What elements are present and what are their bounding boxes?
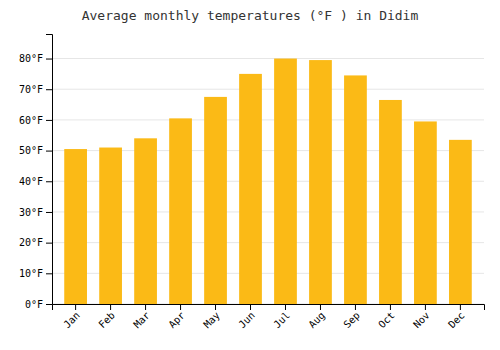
x-tick: Sep (341, 304, 362, 330)
x-tick-mark (355, 304, 356, 310)
bar (204, 97, 227, 304)
bar (169, 118, 192, 304)
y-tick-mark (46, 212, 52, 213)
x-tick-mark (390, 304, 391, 310)
x-tick: May (201, 304, 222, 330)
bar (309, 60, 332, 304)
bar (64, 149, 87, 304)
x-tick-label: Jun (236, 310, 257, 331)
x-tick: Aug (306, 304, 327, 330)
bar (344, 75, 367, 304)
grid-line (52, 89, 484, 90)
x-tick: Jul (271, 304, 292, 330)
y-tick-mark (46, 304, 52, 305)
x-tick: Dec (446, 304, 467, 330)
x-tick-mark (460, 304, 461, 310)
bar (379, 100, 402, 304)
x-tick-mark (250, 304, 251, 310)
x-tick-label: Dec (446, 310, 467, 331)
x-tick-label: Jul (271, 310, 292, 331)
bars (64, 59, 472, 304)
y-tick-mark (46, 273, 52, 274)
y-tick-mark (46, 181, 52, 182)
x-tick-label: Jan (61, 310, 82, 331)
y-tick-label: 30°F (19, 207, 43, 218)
bar (239, 74, 262, 304)
y-tick-mark (46, 151, 52, 152)
grid-line (52, 119, 484, 120)
x-tick: Jun (236, 304, 257, 330)
bar (414, 121, 437, 304)
x-tick-label: Mar (131, 310, 152, 331)
y-tick-label: 20°F (19, 237, 43, 248)
x-tick: Feb (96, 304, 117, 330)
x-tick-label: Aug (306, 310, 327, 331)
bar (99, 148, 122, 304)
x-tick-label: Oct (376, 310, 397, 331)
x-tick-mark (285, 304, 286, 310)
y-tick: 40°F (19, 176, 52, 187)
x-tick: Oct (376, 304, 397, 330)
x-axis: Jan Feb Mar Apr May Jun Jul Aug Sep Oct Nov Dec (53, 304, 485, 330)
x-tick-label: May (201, 310, 222, 331)
y-tick-label: 70°F (19, 84, 43, 95)
y-tick-mark (46, 120, 52, 121)
y-tick-label: 0°F (25, 299, 43, 310)
x-tick-label: Nov (411, 310, 432, 331)
y-tick-label: 50°F (19, 145, 43, 156)
grid (52, 59, 484, 304)
y-tick: 70°F (19, 84, 52, 95)
x-tick-mark (110, 304, 111, 310)
y-tick: 80°F (19, 53, 52, 64)
chart-svg: Average monthly temperatures (°F ) in Di… (0, 0, 500, 350)
y-axis: 0°F 10°F 20°F 30°F 40°F 50°F 60°F 70°F 80°F (19, 35, 53, 310)
y-tick-mark (46, 89, 52, 90)
x-tick-mark (145, 304, 146, 310)
x-tick-mark (425, 304, 426, 310)
plot: 0°F 10°F 20°F 30°F 40°F 50°F 60°F 70°F 80°F Jan Fe… (19, 35, 485, 331)
y-tick-mark (46, 243, 52, 244)
y-tick-label: 40°F (19, 176, 43, 187)
y-tick: 20°F (19, 237, 52, 248)
y-tick: 0°F (25, 299, 52, 310)
grid-line (52, 58, 484, 59)
x-tick-mark (215, 304, 216, 310)
y-tick-label: 10°F (19, 268, 43, 279)
bar (274, 59, 297, 304)
y-tick: 10°F (19, 268, 52, 279)
y-tick-label: 80°F (19, 53, 43, 64)
y-tick: 30°F (19, 207, 52, 218)
x-tick: Mar (131, 304, 152, 330)
y-tick-mark (46, 59, 52, 60)
chart-title: Average monthly temperatures (°F ) in Di… (82, 8, 419, 23)
y-axis-line (46, 35, 53, 305)
bar (134, 138, 157, 304)
y-tick: 60°F (19, 115, 52, 126)
x-tick-label: Feb (96, 310, 117, 331)
x-tick: Nov (411, 304, 432, 330)
x-tick-mark (75, 304, 76, 310)
bar (449, 140, 472, 304)
x-tick-mark (320, 304, 321, 310)
y-tick-label: 60°F (19, 115, 43, 126)
x-tick-label: Apr (166, 310, 187, 331)
y-tick: 50°F (19, 145, 52, 156)
x-tick-mark (180, 304, 181, 310)
x-tick: Apr (166, 304, 187, 330)
x-axis-line (53, 305, 485, 311)
x-tick-label: Sep (341, 310, 362, 331)
x-tick: Jan (61, 304, 82, 330)
